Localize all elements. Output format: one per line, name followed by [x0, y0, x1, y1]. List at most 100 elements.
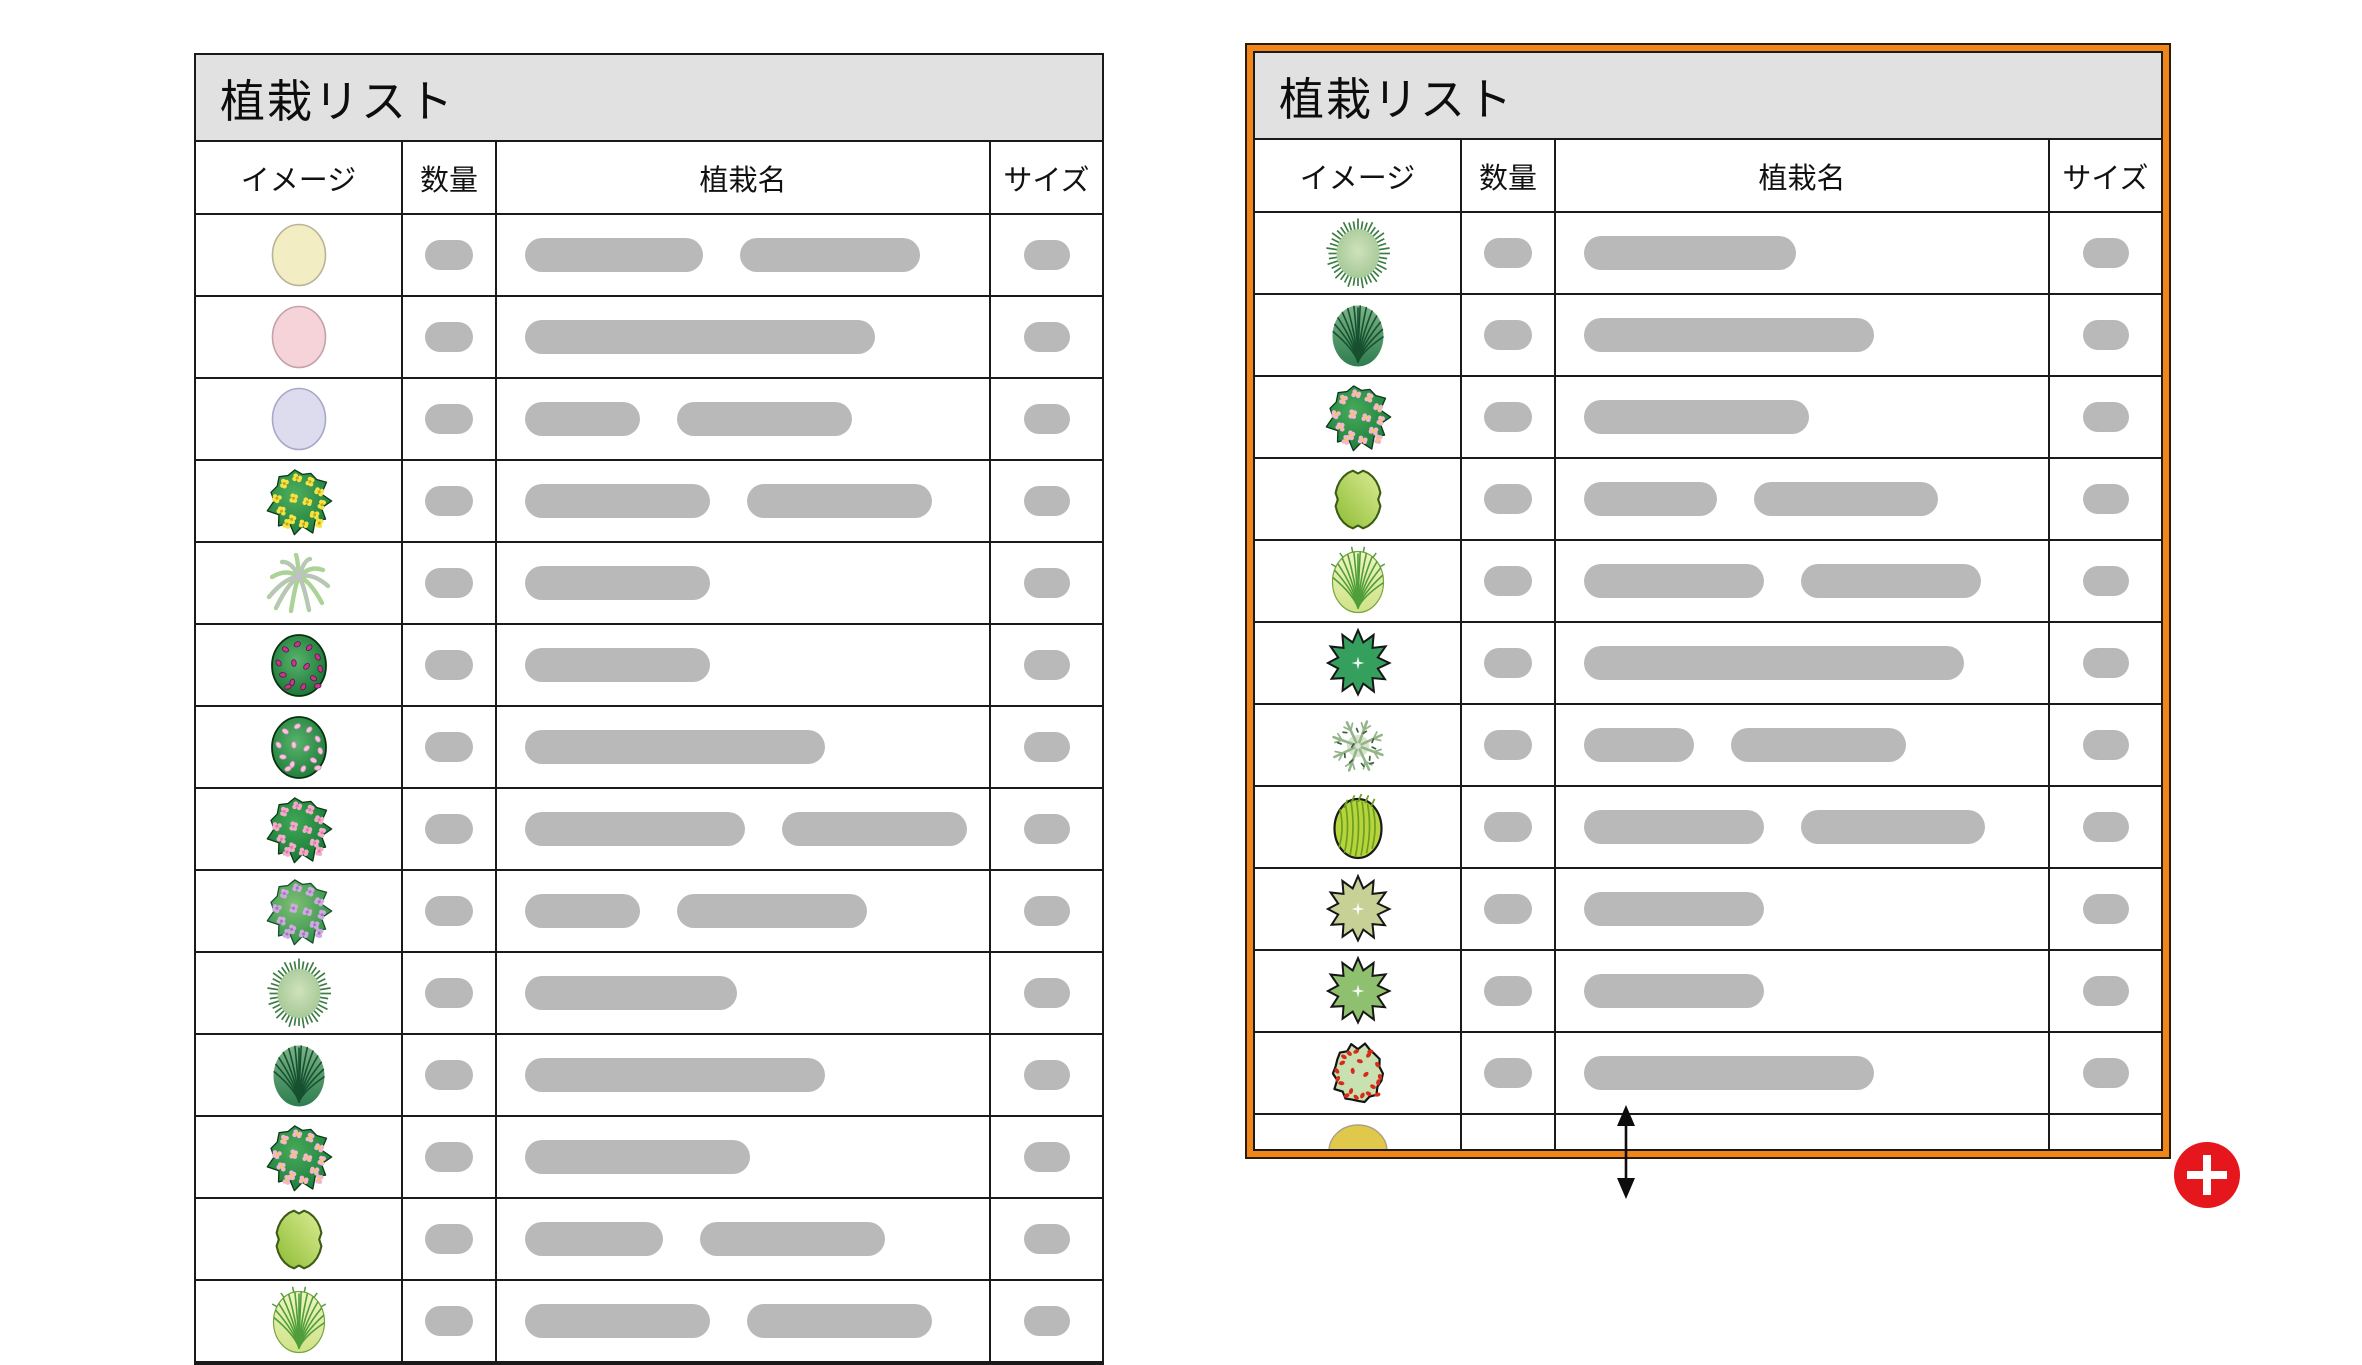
plant-name-placeholder [525, 320, 875, 354]
quantity-cell [401, 953, 495, 1033]
table-title: 植栽リスト [1279, 74, 1515, 125]
quantity-placeholder [425, 650, 473, 680]
quantity-placeholder [425, 978, 473, 1008]
size-cell [2048, 377, 2161, 457]
plant-name-cell [1554, 295, 2048, 375]
resize-vertical-arrow[interactable] [1613, 1104, 1639, 1200]
table-title-bar: 植栽リスト [196, 55, 1102, 142]
size-placeholder [2082, 566, 2129, 596]
plant-symbol-cell [1255, 459, 1460, 539]
light-palm-grass-icon [1330, 546, 1385, 614]
plant-name-placeholder [1584, 318, 1874, 352]
plant-name-placeholder [1584, 564, 1764, 598]
size-cell [2048, 869, 2161, 949]
bush-pink-flowers-icon [266, 797, 332, 864]
plant-symbol-cell [1255, 213, 1460, 293]
add-button[interactable] [2174, 1142, 2240, 1208]
plant-name-placeholder [525, 648, 710, 682]
plant-name-placeholder [740, 238, 920, 272]
plant-name-cell [495, 1117, 989, 1197]
quantity-cell [1460, 377, 1554, 457]
plant-name-cell [495, 1281, 989, 1361]
plant-symbol-cell [196, 871, 401, 951]
plant-name-cell [495, 1199, 989, 1279]
size-placeholder [1023, 896, 1070, 926]
planting-table-right-selection-frame[interactable]: 植栽リスト イメージ 数量 植栽名 サイズ [1247, 45, 2169, 1157]
quantity-placeholder [425, 896, 473, 926]
planting-table-right[interactable]: 植栽リスト イメージ 数量 植栽名 サイズ [1253, 51, 2163, 1151]
size-cell [989, 953, 1102, 1033]
plant-symbol-cell [196, 707, 401, 787]
plant-symbol-cell [1255, 1115, 1460, 1149]
quantity-placeholder [1484, 648, 1532, 678]
plant-name-cell [495, 871, 989, 951]
plant-name-cell [495, 297, 989, 377]
plant-name-placeholder [525, 484, 710, 518]
plant-symbol-cell [196, 379, 401, 459]
quantity-placeholder [425, 240, 473, 270]
planting-table-left[interactable]: 植栽リスト イメージ 数量 植栽名 サイズ [194, 53, 1104, 1365]
size-cell [989, 297, 1102, 377]
size-placeholder [2082, 894, 2129, 924]
plant-name-cell [1554, 623, 2048, 703]
col-header-image: イメージ [240, 164, 357, 197]
size-cell [2048, 787, 2161, 867]
smooth-blob-shrub-icon [275, 1209, 322, 1270]
table-row [1255, 295, 2161, 377]
table-rows-left [196, 215, 1102, 1363]
table-row [196, 953, 1102, 1035]
plant-symbol-cell [196, 789, 401, 869]
size-placeholder [2082, 648, 2129, 678]
spiky-grass-circle-icon [266, 958, 331, 1029]
size-cell [989, 1117, 1102, 1197]
size-placeholder [1023, 568, 1070, 598]
plant-name-cell [1554, 377, 2048, 457]
size-placeholder [2082, 238, 2129, 268]
bush-violet-flowers-icon [266, 879, 332, 946]
plant-name-placeholder [1584, 482, 1717, 516]
table-header-row: イメージ 数量 植栽名 サイズ [1255, 140, 2161, 213]
plant-symbol-cell [1255, 377, 1460, 457]
plant-symbol-cell [196, 297, 401, 377]
col-header-quantity: 数量 [401, 142, 495, 213]
plant-name-cell [1554, 787, 2048, 867]
table-row [1255, 951, 2161, 1033]
size-placeholder [1023, 1060, 1070, 1090]
plant-name-placeholder [525, 730, 825, 764]
plant-symbol-cell [1255, 541, 1460, 621]
plant-name-cell [495, 461, 989, 541]
size-placeholder [1023, 404, 1070, 434]
size-placeholder [1023, 732, 1070, 762]
plant-symbol-cell [1255, 1033, 1460, 1113]
table-header-row: イメージ 数量 植栽名 サイズ [196, 142, 1102, 215]
size-placeholder [1023, 240, 1070, 270]
size-placeholder [2082, 730, 2129, 760]
quantity-placeholder [425, 1060, 473, 1090]
quantity-placeholder [1484, 976, 1532, 1006]
plant-name-placeholder [1584, 400, 1809, 434]
quantity-cell [1460, 1033, 1554, 1113]
size-cell [2048, 623, 2161, 703]
plant-name-placeholder [525, 1304, 710, 1338]
table-row [196, 461, 1102, 543]
plant-name-placeholder [525, 238, 703, 272]
quantity-cell [1460, 705, 1554, 785]
plant-name-cell [1554, 869, 2048, 949]
plant-name-cell [495, 953, 989, 1033]
quantity-placeholder [425, 732, 473, 762]
table-row [1255, 459, 2161, 541]
table-rows-right [1255, 213, 2161, 1149]
table-row [196, 1281, 1102, 1363]
star-shrub-light-icon [1325, 955, 1392, 1025]
planting-table-left-frame: 植栽リスト イメージ 数量 植栽名 サイズ [194, 53, 1104, 1365]
plant-name-placeholder [700, 1222, 885, 1256]
table-row [196, 1117, 1102, 1199]
size-cell [989, 789, 1102, 869]
size-placeholder [1023, 978, 1070, 1008]
circle-pink-icon [271, 305, 326, 369]
col-header-image: イメージ [1299, 162, 1416, 195]
table-row [196, 789, 1102, 871]
plant-symbol-cell [196, 543, 401, 623]
circle-lavender-icon [271, 387, 326, 451]
col-header-size: サイズ [2048, 140, 2161, 211]
